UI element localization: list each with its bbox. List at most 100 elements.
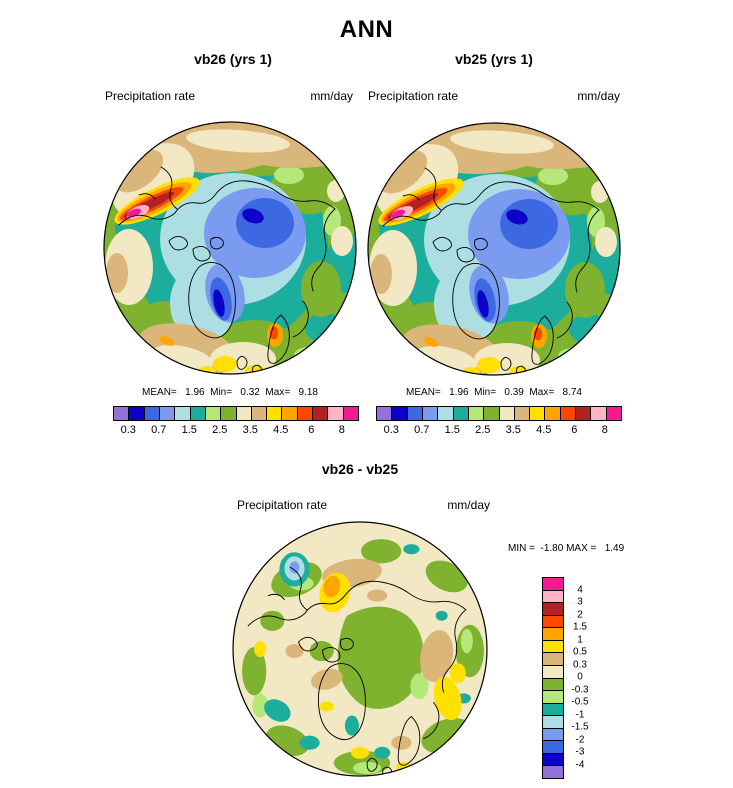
colorbar-segment [543, 653, 563, 666]
map-vb25 [367, 122, 621, 376]
colorbar-tick-label: 0.3 [383, 424, 399, 436]
colorbar-segment [543, 691, 563, 704]
colorbar-segment [175, 407, 191, 420]
diff-label-row: Precipitation rate mm/day [237, 498, 490, 512]
colorbar-tick-label: 2.5 [212, 424, 228, 436]
colorbar-tick-label: 4 [577, 584, 583, 595]
field-label-vb25: Precipitation rate [368, 89, 459, 103]
colorbar-segment [543, 628, 563, 641]
colorbar-segment [543, 603, 563, 616]
units-label-vb25: mm/day [577, 89, 620, 103]
colorbar-tick-label: 2.5 [475, 424, 491, 436]
field-label-vb26: Precipitation rate [105, 89, 196, 103]
map-vb26-svg [103, 121, 357, 375]
colorbar-segment [407, 407, 423, 420]
colorbar-tick-label: 6 [308, 424, 315, 436]
colorbar-tick-label: -1.5 [571, 721, 589, 733]
colorbar-segment [190, 407, 206, 420]
colorbar-tick-label: 4.5 [273, 424, 289, 436]
diff-minmax-text: MIN = -1.80 MAX = 1.49 [508, 543, 625, 554]
colorbar-tick-label: 0.5 [573, 646, 587, 658]
colorbar-segment [159, 407, 176, 420]
colorbar-tick-label: -3 [575, 746, 585, 758]
colorbar-segment [543, 578, 563, 591]
colorbar-segment [343, 407, 358, 420]
colorbar-tick-label: -0.5 [571, 696, 589, 708]
panel-title-vb26: vb26 (yrs 1) [194, 51, 272, 67]
colorbar-tick-label: 0.3 [120, 424, 136, 436]
colorbar-tick-label: -4 [575, 759, 585, 770]
colorbar-segment [282, 407, 298, 420]
colorbar-tick-label: -1 [575, 709, 585, 720]
colorbar-tick-label: 2 [577, 609, 583, 620]
colorbar-segment [543, 665, 563, 679]
colorbar-segment [514, 407, 531, 420]
colorbar-segment [297, 407, 314, 420]
colorbar-segment [205, 407, 222, 420]
panel-vb25-label-row: Precipitation rate mm/day [368, 89, 620, 103]
map-diff-svg [232, 521, 488, 777]
colorbar-segment [543, 766, 563, 778]
colorbar-segment [543, 640, 563, 654]
colorbar-segment [560, 407, 577, 420]
colorbar-tick-label: 3 [577, 596, 583, 608]
colorbar-segment [313, 407, 329, 420]
colorbar-vb26-labels: 0.3 0.7 1.5 2.5 3.5 4.5 6 8 [113, 424, 357, 438]
colorbar-diff-labels: 4 3 2 1.5 1 0.5 0.3 0 -0.3 -0.5 -1 -1.5 -2 -3 -4 [564, 577, 596, 777]
colorbar-tick-label: 0.7 [414, 424, 430, 436]
colorbar-tick-label: 0.3 [573, 659, 587, 670]
diff-panel-title: vb26 - vb25 [321, 461, 399, 477]
colorbar-tick-label: 8 [338, 424, 345, 436]
colorbar-segment [328, 407, 344, 420]
colorbar-segment [576, 407, 592, 420]
colorbar-segment [251, 407, 268, 420]
stats-vb25: MEAN= 1.96 Min= 0.39 Max= 8.74 [406, 387, 582, 398]
colorbar-segment [392, 407, 408, 420]
colorbar-segment [545, 407, 561, 420]
colorbar-tick-label: -2 [575, 734, 585, 745]
colorbar-diff [542, 577, 564, 779]
colorbar-vb26 [113, 406, 359, 421]
colorbar-segment [543, 728, 563, 742]
colorbar-segment [499, 407, 515, 420]
colorbar-tick-label: 3.5 [242, 424, 258, 436]
figure-title: ANN [339, 16, 394, 43]
colorbar-segment [543, 590, 563, 604]
panel-vb26-label-row: Precipitation rate mm/day [105, 89, 353, 103]
stats-vb26: MEAN= 1.96 Min= 0.32 Max= 9.18 [142, 387, 318, 398]
map-diff [232, 521, 488, 777]
map-vb25-svg [367, 122, 621, 376]
colorbar-tick-label: 1 [577, 634, 583, 645]
colorbar-segment [484, 407, 500, 420]
colorbar-segment [543, 615, 563, 629]
colorbar-tick-label: 1.5 [444, 424, 460, 436]
colorbar-segment [543, 678, 563, 692]
colorbar-segment [606, 407, 621, 420]
colorbar-segment [221, 407, 237, 420]
colorbar-segment [236, 407, 252, 420]
colorbar-segment [543, 703, 563, 717]
colorbar-tick-label: 6 [571, 424, 578, 436]
colorbar-segment [543, 753, 563, 767]
units-label-vb26: mm/day [310, 89, 353, 103]
units-label-diff: mm/day [447, 498, 490, 512]
colorbar-tick-label: 0.7 [151, 424, 167, 436]
colorbar-segment [591, 407, 607, 420]
colorbar-segment [438, 407, 454, 420]
colorbar-tick-label: 0 [577, 671, 583, 683]
colorbar-tick-label: 3.5 [505, 424, 521, 436]
colorbar-tick-label: 8 [601, 424, 608, 436]
colorbar-segment [543, 741, 563, 754]
colorbar-segment [144, 407, 160, 420]
colorbar-segment [377, 407, 393, 420]
colorbar-tick-label: 4.5 [536, 424, 552, 436]
field-label-diff: Precipitation rate [237, 498, 328, 512]
map-vb26 [103, 121, 357, 375]
colorbar-tick-label: -0.3 [571, 684, 589, 695]
colorbar-segment [530, 407, 546, 420]
colorbar-segment [543, 716, 563, 729]
colorbar-vb25 [376, 406, 622, 421]
colorbar-segment [422, 407, 439, 420]
colorbar-segment [453, 407, 469, 420]
